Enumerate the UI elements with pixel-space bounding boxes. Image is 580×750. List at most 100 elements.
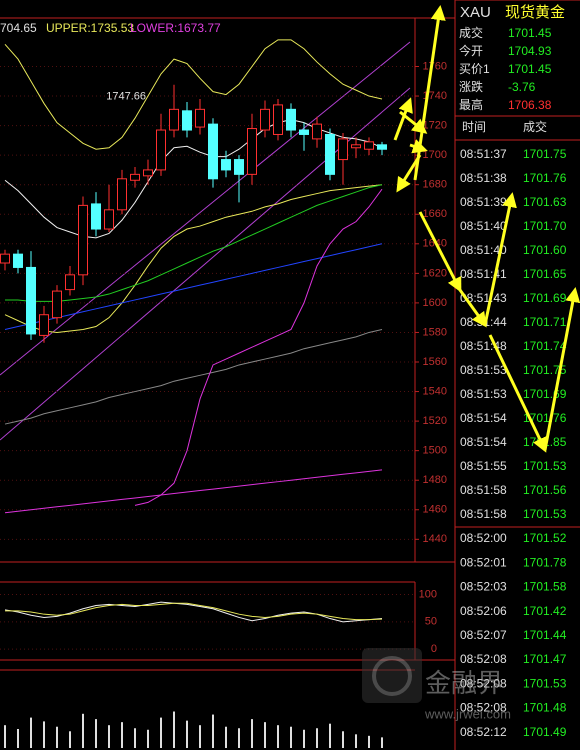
y-tick-label: 1660 <box>423 208 447 220</box>
y-tick-label: 1580 <box>423 326 447 338</box>
volume-bar <box>212 714 214 748</box>
y-tick-label: 1520 <box>423 415 447 427</box>
annotation-arrows <box>393 5 580 453</box>
indicator-line <box>4 184 383 333</box>
candle-body <box>39 314 49 336</box>
candle-body <box>273 104 283 135</box>
volume-bar <box>82 713 84 748</box>
volume-bar <box>368 735 370 748</box>
indicator-line <box>4 469 383 514</box>
candle-body <box>104 209 114 230</box>
y-tick-label: 1760 <box>423 60 447 72</box>
volume-bar <box>225 726 227 748</box>
volume-bar <box>277 725 279 748</box>
tick-price: 1701.69 <box>523 387 567 401</box>
quote-value: 1701.45 <box>508 62 552 76</box>
indicator-line <box>4 243 383 330</box>
tick-time: 08:51:55 <box>460 459 507 473</box>
tick-time: 08:51:37 <box>460 147 507 161</box>
volume-bar <box>316 728 318 748</box>
y-tick-label: 0 <box>431 643 437 655</box>
tick-price: 1701.56 <box>523 483 567 497</box>
watermark-url: www.jrwei.com <box>424 706 511 721</box>
tick-time: 08:52:08 <box>460 701 507 715</box>
watermark: 金融界 www.jrwei.com <box>362 648 511 721</box>
y-tick-label: 1480 <box>423 474 447 486</box>
header-upper: UPPER:1735.53 <box>46 21 134 35</box>
candle-body <box>286 108 296 131</box>
volume-bar <box>381 737 383 748</box>
tick-time: 08:52:08 <box>460 676 507 690</box>
candle-body <box>52 290 62 319</box>
volume-bar <box>56 726 58 748</box>
y-tick-label: 1560 <box>423 356 447 368</box>
y-tick-label: 100 <box>419 588 437 600</box>
candle-body <box>299 129 309 135</box>
tick-price: 1701.52 <box>523 531 567 545</box>
volume-bar <box>121 722 123 748</box>
candle-body <box>156 129 166 171</box>
volume-bar <box>69 731 71 748</box>
candle-body <box>0 253 10 264</box>
volume-bar <box>251 719 253 748</box>
volume-bar <box>108 725 110 748</box>
tick-price: 1701.71 <box>523 315 567 329</box>
quote-label: 买价1 <box>459 62 490 76</box>
tick-time: 08:51:43 <box>460 291 507 305</box>
tick-time: 08:51:53 <box>460 363 507 377</box>
volume-bar <box>160 717 162 748</box>
tick-time: 08:52:03 <box>460 580 507 594</box>
indicator-line <box>134 188 383 506</box>
candle-body <box>234 159 244 175</box>
tick-price: 1701.58 <box>523 580 567 594</box>
y-tick-label: 50 <box>425 616 437 628</box>
candle-body <box>325 133 335 175</box>
quote-value: 1701.45 <box>508 26 552 40</box>
tick-time: 08:51:58 <box>460 507 507 521</box>
quote-label: 涨跌 <box>459 79 483 94</box>
candle-body <box>26 266 36 335</box>
candle-body <box>195 108 205 128</box>
quote-value: 1706.38 <box>508 98 552 112</box>
y-tick-label: 1600 <box>423 297 447 309</box>
y-tick-label: 1500 <box>423 445 447 457</box>
watermark-logo <box>362 648 422 703</box>
y-tick-label: 1700 <box>423 149 447 161</box>
indicator-line <box>5 184 383 302</box>
tick-price: 1701.70 <box>523 219 567 233</box>
candle-body <box>130 173 140 181</box>
volume-panel <box>4 711 383 748</box>
quote-label: 最高 <box>459 97 483 112</box>
candle-body <box>377 144 387 150</box>
tick-price: 1701.63 <box>523 195 567 209</box>
watermark-logo <box>372 656 412 696</box>
candle-body <box>117 178 127 211</box>
indicator-line <box>5 602 383 621</box>
volume-bar <box>30 717 32 748</box>
candle-body <box>351 144 361 149</box>
quote-label: 今开 <box>459 43 483 58</box>
y-tick-label: 1460 <box>423 504 447 516</box>
volume-bar <box>173 711 175 748</box>
tick-price: 1701.74 <box>523 339 567 353</box>
tick-time: 08:52:00 <box>460 531 507 545</box>
tick-price: 1701.75 <box>523 147 567 161</box>
volume-bar <box>95 719 97 748</box>
tick-time: 08:52:08 <box>460 652 507 666</box>
tick-time: 08:52:01 <box>460 555 507 569</box>
tick-price: 1701.65 <box>523 267 567 281</box>
indicator-line <box>4 39 383 150</box>
volume-bar <box>43 721 45 748</box>
volume-bar <box>4 725 6 748</box>
tick-time: 08:51:58 <box>460 483 507 497</box>
tick-price: 1701.76 <box>523 411 567 425</box>
ticks-header: 时间 <box>462 120 486 134</box>
symbol-name: 现货黄金 <box>505 4 565 21</box>
watermark-brand: 金融界 <box>425 668 503 698</box>
header-middle: 704.65 <box>0 21 37 35</box>
indicator-line <box>4 329 383 425</box>
volume-bar <box>329 723 331 748</box>
candle-body <box>208 123 218 180</box>
candle-body <box>312 123 322 140</box>
y-tick-label: 1720 <box>423 119 447 131</box>
